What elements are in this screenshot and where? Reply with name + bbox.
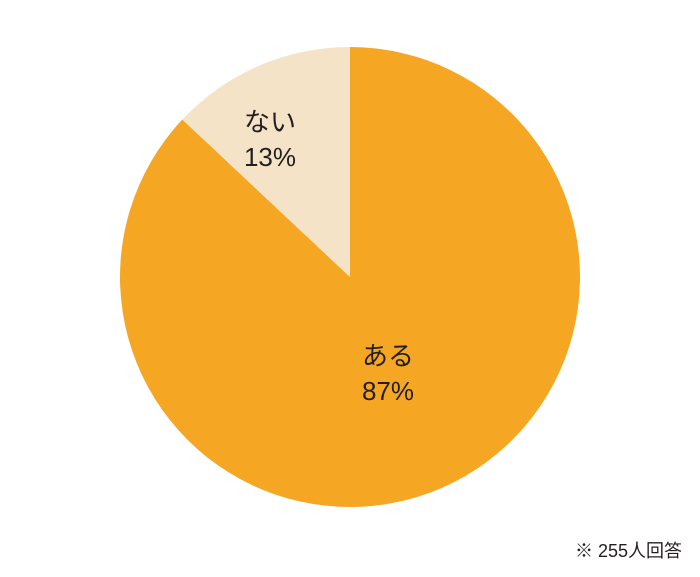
slice-label-nai: ない 13% [244,105,296,175]
slice-name-nai: ない [244,105,296,140]
slice-name-aru: ある [362,339,414,374]
slice-pct-aru: 87% [362,374,414,409]
slice-label-aru: ある 87% [362,339,414,409]
pie-svg [120,47,580,507]
pie-chart-container: ある 87% ない 13% [120,47,580,507]
slice-pct-nai: 13% [244,140,296,175]
pie-chart: ある 87% ない 13% [120,47,580,507]
footnote: ※ 255人回答 [575,537,682,563]
